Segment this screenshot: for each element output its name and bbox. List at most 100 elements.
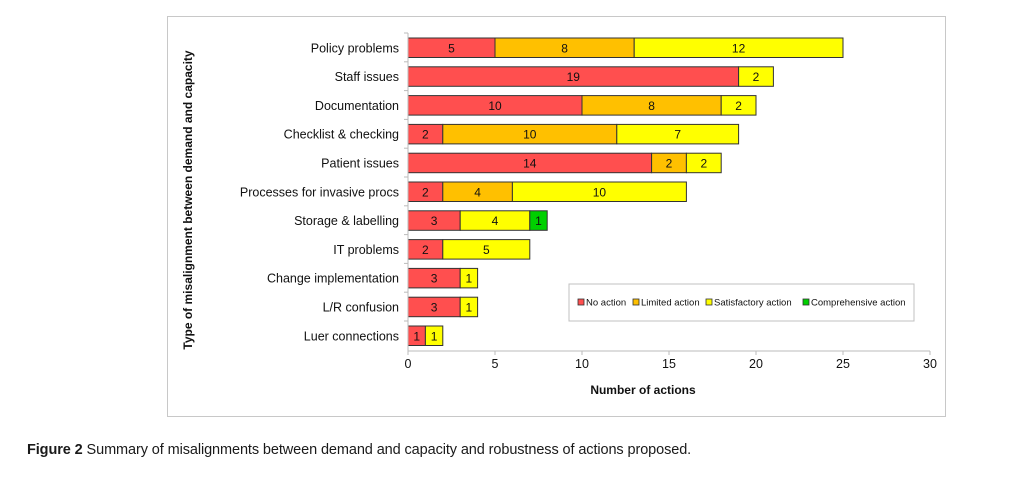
category-label-staff-issues: Staff issues <box>335 70 399 84</box>
legend-label: No action <box>586 298 626 309</box>
bar-segment-policy-problems-limited-action: 8 <box>494 37 635 58</box>
data-label: 2 <box>666 156 673 170</box>
data-label: 3 <box>431 300 438 314</box>
bar-segment-patient-issues-no-action: 14 <box>407 152 653 174</box>
data-label: 1 <box>413 329 420 343</box>
category-label-storage-labelling: Storage & labelling <box>294 214 399 228</box>
legend-item-comprehensive-action: Comprehensive action <box>802 298 906 309</box>
bar-rect <box>633 37 844 58</box>
bar-segment-l-r-confusion-no-action: 3 <box>407 296 461 318</box>
x-tick-label: 10 <box>575 357 589 371</box>
bar-segment-staff-issues-no-action: 19 <box>407 66 740 87</box>
category-label-patient-issues: Patient issues <box>321 156 399 170</box>
bar-segment-documentation-satisfactory-action: 2 <box>720 95 757 116</box>
bar-rect <box>529 210 548 231</box>
bar-segment-patient-issues-limited-action: 2 <box>651 152 687 174</box>
bar-segment-processes-for-invasive-procs-satisfactory-action: 10 <box>511 181 687 202</box>
data-label: 2 <box>735 99 742 113</box>
data-label: 4 <box>492 214 499 228</box>
bar-rect <box>459 267 479 289</box>
bar-segment-storage-labelling-satisfactory-action: 4 <box>459 210 531 231</box>
data-label: 2 <box>753 70 760 84</box>
x-tick-label: 5 <box>492 357 499 371</box>
bar-rect <box>720 95 757 116</box>
data-label: 10 <box>488 99 502 113</box>
category-labels: Policy problems Staff issues Documentation… <box>240 41 399 343</box>
bar-segment-l-r-confusion-satisfactory-action: 1 <box>459 296 479 318</box>
figure-caption: Figure 2 Summary of misalignments betwee… <box>27 442 691 458</box>
x-tick-label: 0 <box>405 357 412 371</box>
legend-label: Satisfactory action <box>714 298 792 309</box>
bar-rect <box>738 66 774 87</box>
data-label: 2 <box>422 243 429 257</box>
data-label: 10 <box>593 185 607 199</box>
bar-segment-checklist-checking-no-action: 2 <box>407 123 444 145</box>
x-tick-label: 20 <box>749 357 763 371</box>
bar-segment-change-implementation-satisfactory-action: 1 <box>459 267 479 289</box>
category-label-change-implementation: Change implementation <box>267 272 399 286</box>
legend-swatch <box>577 298 585 306</box>
data-label: 7 <box>674 128 681 142</box>
bar-segment-checklist-checking-satisfactory-action: 7 <box>616 123 740 145</box>
data-label: 8 <box>648 99 655 113</box>
data-label: 4 <box>474 185 481 199</box>
legend-swatch <box>802 298 810 306</box>
data-label: 2 <box>422 185 429 199</box>
bar-segment-it-problems-satisfactory-action: 5 <box>442 239 531 260</box>
bar-rect <box>442 239 531 260</box>
bar-rect <box>616 123 740 145</box>
data-label: 14 <box>523 156 537 170</box>
bar-segment-documentation-limited-action: 8 <box>581 95 722 116</box>
category-label-documentation: Documentation <box>315 99 399 113</box>
data-label: 10 <box>523 128 537 142</box>
bar-segment-storage-labelling-comprehensive-action: 1 <box>529 210 548 231</box>
bar-segment-processes-for-invasive-procs-no-action: 2 <box>407 181 444 202</box>
legend-swatch <box>632 298 640 306</box>
category-label-l-r-confusion: L/R confusion <box>323 300 399 314</box>
y-axis-title: Type of misalignment between demand and … <box>181 50 195 350</box>
data-label: 8 <box>561 41 568 55</box>
bar-segment-storage-labelling-no-action: 3 <box>407 210 461 231</box>
data-label: 1 <box>466 300 473 314</box>
caption-text: Summary of misalignments between demand … <box>82 442 692 458</box>
data-label: 5 <box>448 41 455 55</box>
data-label: 19 <box>567 70 581 84</box>
bar-segment-luer-connections-no-action: 1 <box>407 325 426 346</box>
legend-label: Limited action <box>641 298 700 309</box>
category-label-checklist-checking: Checklist & checking <box>284 128 399 142</box>
category-label-processes-for-invasive-procs: Processes for invasive procs <box>240 185 399 199</box>
x-tick-label: 30 <box>923 357 937 371</box>
x-tick-label: 15 <box>662 357 676 371</box>
y-axis <box>404 32 409 351</box>
legend: No action Limited action Satisfactory acti… <box>568 283 915 322</box>
x-tick-label: 25 <box>836 357 850 371</box>
bar-segment-patient-issues-satisfactory-action: 2 <box>685 152 722 174</box>
data-label: 3 <box>431 272 438 286</box>
data-label: 2 <box>422 128 429 142</box>
category-label-policy-problems: Policy problems <box>311 41 399 55</box>
data-label: 1 <box>535 214 542 228</box>
bar-segment-checklist-checking-limited-action: 10 <box>442 123 618 145</box>
category-label-it-problems: IT problems <box>333 243 399 257</box>
legend-box <box>568 283 915 322</box>
data-label: 2 <box>700 156 707 170</box>
bar-rect <box>424 325 444 346</box>
bar-segment-policy-problems-no-action: 5 <box>407 37 496 58</box>
chart-frame <box>167 16 946 417</box>
bar-segment-luer-connections-satisfactory-action: 1 <box>424 325 444 346</box>
x-axis: 0 5 10 15 20 25 30 <box>405 350 937 371</box>
legend-swatch <box>705 298 713 306</box>
data-label: 12 <box>732 41 746 55</box>
bar-rect <box>459 296 479 318</box>
bar-rect <box>685 152 722 174</box>
legend-item-satisfactory-action: Satisfactory action <box>705 298 792 309</box>
bar-segment-policy-problems-satisfactory-action: 12 <box>633 37 844 58</box>
figure-label: Figure 2 <box>27 442 83 458</box>
legend-item-limited-action: Limited action <box>632 298 700 309</box>
bar-segment-staff-issues-satisfactory-action: 2 <box>738 66 774 87</box>
category-label-luer-connections: Luer connections <box>304 329 399 343</box>
data-label: 1 <box>466 272 473 286</box>
legend-label: Comprehensive action <box>811 298 906 309</box>
